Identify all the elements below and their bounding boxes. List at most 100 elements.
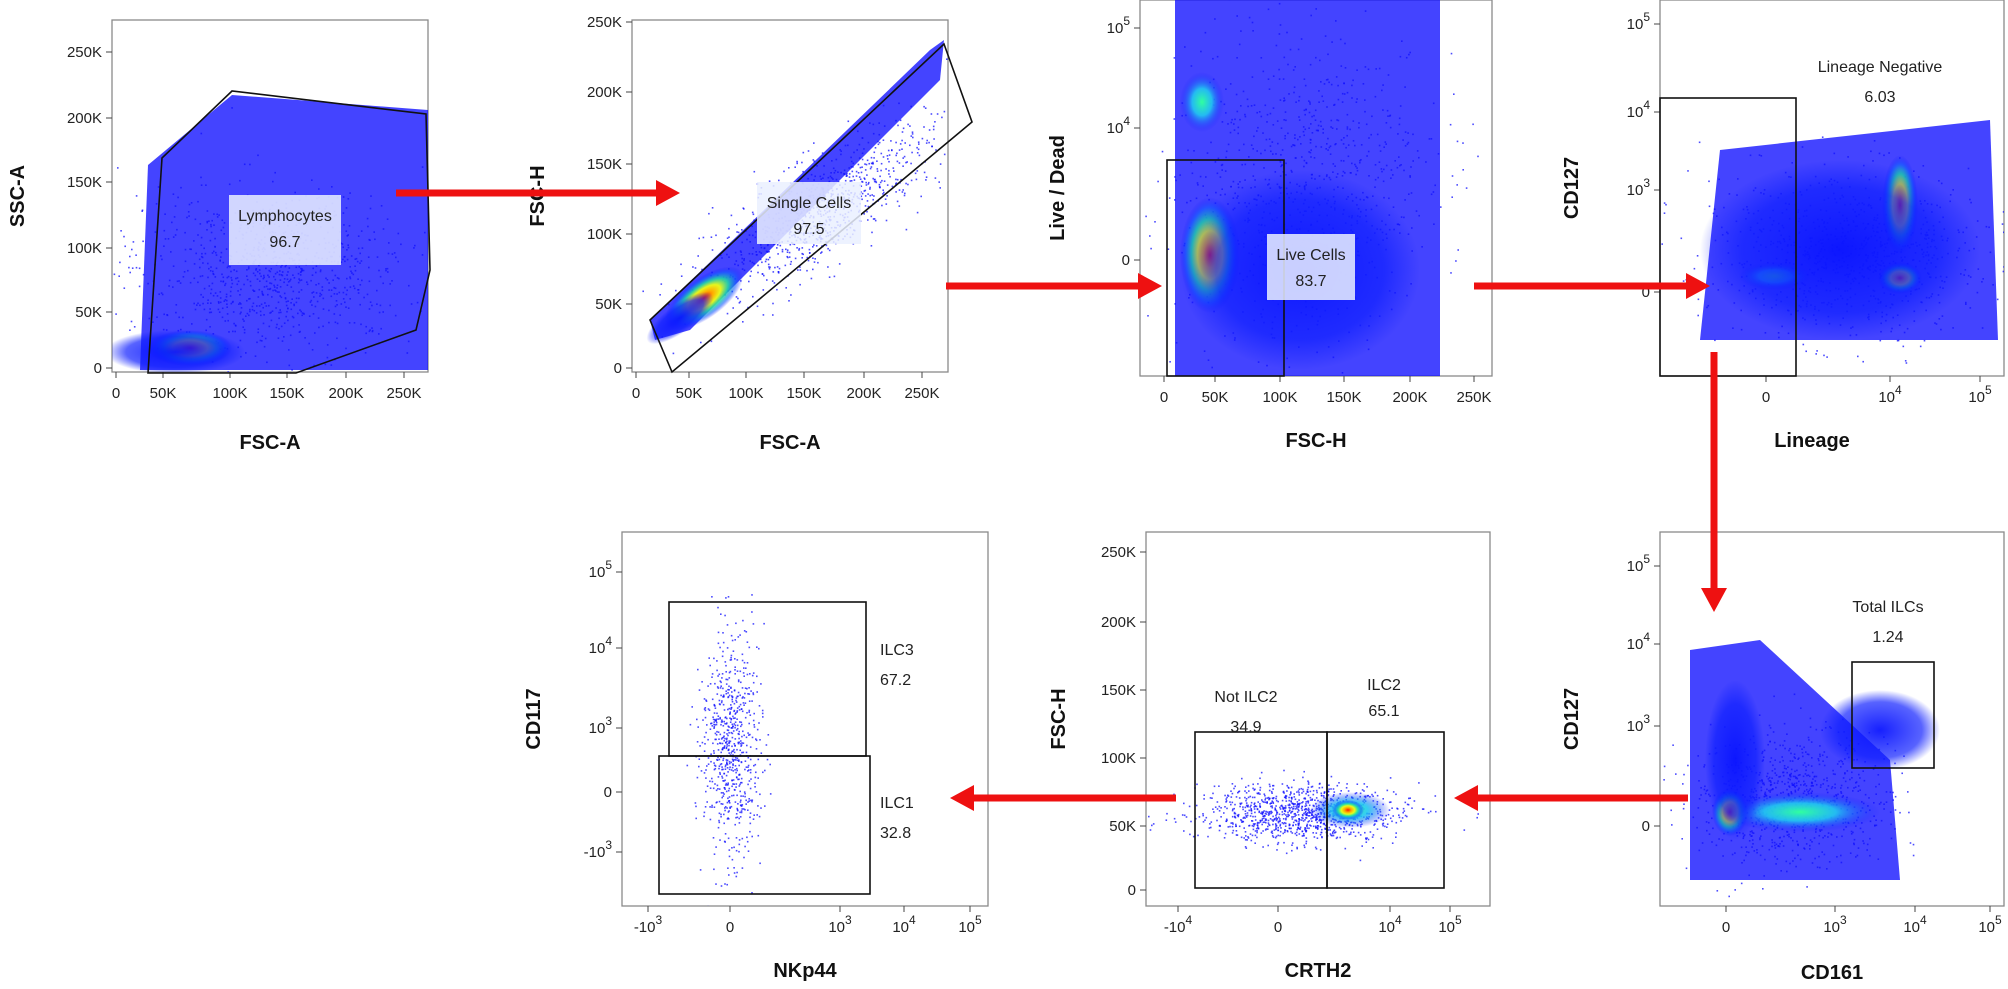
x-tick-label: 0 [112,385,120,402]
x-tick-label: 200K [846,385,881,402]
panel-p1: 0 50K 100K 150K 200K 250K 0 50K 100K 150K 200K 250K… [7,19,431,454]
y-tick-label: 0 [604,784,612,801]
x-tick-label: 100K [728,385,763,402]
gate-name: Lineage Negative [1818,59,1943,76]
y-tick-label: 50K [595,296,622,313]
x-axis-label: NKp44 [773,960,837,982]
flow-arrow-head [1701,588,1727,612]
gate-label-box [229,195,341,265]
y-tick-label: 200K [67,110,102,127]
gating-arrows [396,180,1727,811]
y-tick-label: -103 [584,838,613,861]
y-tick-label: 103 [589,714,613,737]
x-tick-label: -104 [1164,913,1193,936]
y-tick-label: 105 [589,558,613,581]
x-tick-label: 50K [1202,389,1229,406]
y-tick-label: 250K [1101,544,1136,561]
flow-arrow-head [1138,273,1162,299]
plot-frame [1145,531,1491,907]
density-hotspot [1700,160,1980,340]
flow-arrow-head [1686,273,1710,299]
panel-p4: 0 104 105 0 103 104 105 Lineage CD127 Lineage Neg… [1561,0,2005,452]
gate-name: Total ILCs [1852,599,1923,616]
x-tick-label: 0 [632,385,640,402]
x-tick-label: 104 [1378,913,1402,936]
x-tick-label: 250K [386,385,421,402]
gate-percent: 96.7 [269,234,300,251]
y-tick-label: 50K [1109,818,1136,835]
density-dots [1146,769,1479,862]
density-hotspot [1705,680,1765,840]
y-tick-label: 0 [614,360,622,377]
y-axis-label: Live / Dead [1047,135,1069,241]
x-tick-label: 103 [828,913,852,936]
y-tick-label: 150K [587,156,622,173]
x-axis-label: Lineage [1774,430,1850,452]
gate-percent: 34.9 [1230,719,1261,736]
gate-percent: 6.03 [1864,89,1895,106]
density-hotspot [1820,690,1940,770]
y-tick-label: 100K [1101,750,1136,767]
x-tick-label: 104 [892,913,916,936]
flow-arrow-head [656,180,680,206]
panel-p6: -104 0 104 105 0 50K 100K 150K 200K 250K CRTH2 FSC-… [1048,531,1491,982]
density-hotspot [646,291,714,345]
gate-total-ilcs [1851,661,1935,769]
y-tick-label: 103 [1627,712,1651,735]
y-tick-label: 200K [587,84,622,101]
y-tick-label: 104 [1107,114,1131,137]
y-tick-label: 0 [1128,882,1136,899]
gate-percent: 65.1 [1368,703,1399,720]
x-tick-label: 150K [269,385,304,402]
y-tick-label: 104 [589,634,613,657]
y-tick-label: 104 [1627,98,1651,121]
x-tick-label: 0 [1160,389,1168,406]
plot-frame [621,531,989,907]
x-tick-label: 150K [786,385,821,402]
y-tick-label: 50K [75,304,102,321]
density-dots [1663,640,1940,898]
x-tick-label: 50K [676,385,703,402]
y-tick-label: 0 [94,360,102,377]
x-tick-label: 0 [1722,919,1730,936]
panel-p3: 0 50K 100K 150K 200K 250K 0 104 105 FSC-H Live / D… [1047,0,1493,452]
y-tick-label: 150K [1101,682,1136,699]
x-tick-label: 200K [328,385,363,402]
y-tick-label: 0 [1642,818,1650,835]
x-tick-label: 250K [904,385,939,402]
gate-name: Not ILC2 [1214,689,1277,706]
y-axis-label: CD127 [1561,157,1583,219]
gate-percent: 1.24 [1872,629,1903,646]
gate-name: ILC1 [880,795,914,812]
x-tick-label: 105 [1978,913,2002,936]
gate-ilc1 [658,755,871,895]
y-tick-label: 105 [1627,552,1651,575]
x-tick-label: 104 [1903,913,1927,936]
x-tick-label: 250K [1456,389,1491,406]
density-dots [1145,0,1479,376]
gate-percent: 32.8 [880,825,911,842]
x-tick-label: 50K [150,385,177,402]
x-tick-label: 105 [1438,913,1462,936]
gate-name: Single Cells [767,195,851,212]
y-tick-label: 0 [1642,284,1650,301]
x-tick-label: 0 [726,919,734,936]
y-tick-label: 200K [1101,614,1136,631]
gate-label-box [757,182,861,244]
gate-percent: 67.2 [880,672,911,689]
density-hotspot [1180,72,1224,132]
x-tick-label: 0 [1274,919,1282,936]
x-tick-label: 100K [212,385,247,402]
x-tick-label: 103 [1823,913,1847,936]
y-tick-label: 100K [67,240,102,257]
x-tick-label: 200K [1392,389,1427,406]
gate-lineage-negative [1659,97,1797,377]
x-tick-label: 0 [1762,389,1770,406]
x-tick-label: 150K [1326,389,1361,406]
panel-p7: -103 0 103 104 105 -103 0 103 104 105 NKp44 CD117 IL… [523,531,989,982]
y-tick-label: 100K [587,226,622,243]
density-hotspot [112,330,245,372]
y-tick-label: 104 [1627,630,1651,653]
x-axis-label: FSC-H [1285,430,1346,452]
